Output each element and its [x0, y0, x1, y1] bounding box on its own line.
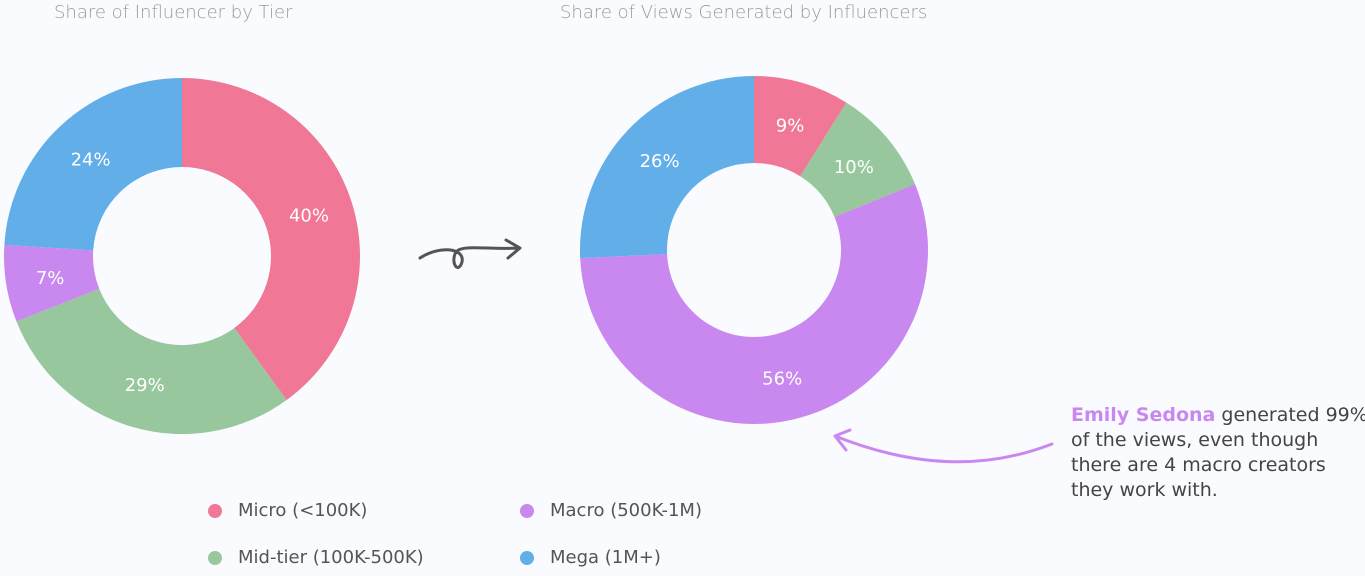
donut-tier-share: 40% 29% 7% 24%	[3, 78, 361, 435]
legend-swatch	[520, 550, 534, 565]
legend-label: Macro (500K-1M)	[550, 500, 702, 521]
squiggle-arrow	[418, 238, 522, 269]
slice-mega	[4, 78, 183, 251]
slice-label: 9%	[776, 116, 805, 137]
slice-mid-tier	[16, 288, 287, 435]
slice-macro	[3, 244, 100, 322]
legend-swatch	[208, 550, 222, 565]
legend-label: Micro (<100K)	[238, 500, 368, 521]
donut-views-share: 9% 10% 56% 26%	[579, 76, 928, 424]
legend-label: Mid-tier (100K-500K)	[238, 547, 424, 568]
legend-item-mid-tier: Mid-tier (100K-500K)	[208, 547, 424, 568]
annotation-text: generated 99% of the views, even though …	[1071, 404, 1365, 501]
annotation-arrow	[833, 428, 1054, 464]
legend-swatch	[208, 503, 222, 518]
slice-label: 40%	[289, 206, 329, 227]
slice-label: 10%	[834, 157, 874, 178]
slice-label: 29%	[125, 375, 165, 396]
slice-label: 26%	[640, 151, 680, 172]
annotation-highlight: Emily Sedona	[1071, 404, 1216, 426]
legend-item-macro: Macro (500K-1M)	[520, 500, 702, 521]
chart-title-left: Share of Influencer by Tier	[54, 2, 293, 23]
legend-item-micro: Micro (<100K)	[208, 500, 367, 521]
chart-title-right: Share of Views Generated by Influencers	[560, 2, 928, 23]
annotation-note: Emily Sedona generated 99% of the views,…	[1071, 403, 1365, 503]
slice-micro	[754, 76, 847, 177]
slice-macro	[580, 184, 928, 424]
slice-micro	[182, 78, 361, 401]
slice-mega	[579, 76, 754, 259]
slice-mid-tier	[800, 102, 916, 218]
slice-label: 56%	[762, 368, 802, 389]
legend-label: Mega (1M+)	[550, 547, 661, 568]
slice-label: 7%	[36, 268, 65, 289]
slice-label: 24%	[71, 150, 111, 171]
legend-swatch	[520, 503, 534, 518]
legend-item-mega: Mega (1M+)	[520, 547, 661, 568]
